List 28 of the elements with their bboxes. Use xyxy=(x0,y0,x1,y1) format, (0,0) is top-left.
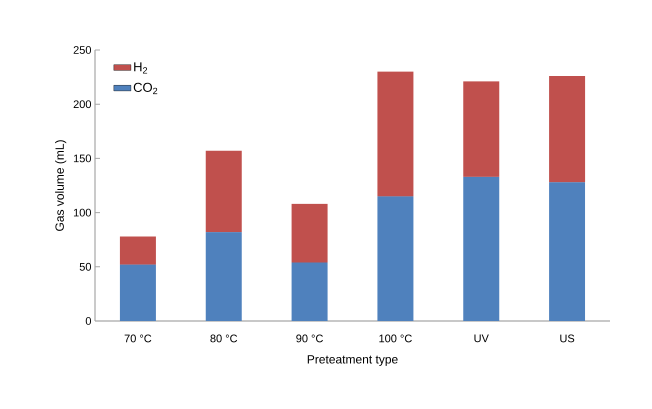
bar xyxy=(206,150,242,232)
x-tick-label: UV xyxy=(474,334,489,342)
x-axis-title: Preteatment type xyxy=(308,355,398,366)
y-tick-label: 200 xyxy=(74,100,92,108)
x-tick-label: 100 °C xyxy=(379,334,412,342)
bar xyxy=(206,232,242,321)
x-tick-label: 90 °C xyxy=(296,334,323,342)
y-tick-label: 0 xyxy=(86,317,92,325)
bar xyxy=(549,76,586,182)
y-tick-label: 50 xyxy=(80,262,92,271)
legend-label: CO$_{2}$ xyxy=(134,82,158,94)
bar xyxy=(463,81,500,177)
bar xyxy=(292,262,328,321)
y-tick-label: 250 xyxy=(74,46,92,54)
y-axis-title: Gas volume (mL) xyxy=(55,140,66,231)
y-tick-label: 100 xyxy=(74,208,92,216)
x-tick-label: 70 °C xyxy=(124,334,152,342)
bar xyxy=(377,196,414,321)
bar xyxy=(120,236,156,265)
x-tick-label: 80 °C xyxy=(210,334,238,342)
bar xyxy=(292,204,328,262)
x-tick-label: US xyxy=(560,334,574,342)
legend-label: H$_{2}$ xyxy=(134,62,148,74)
bar xyxy=(120,264,156,321)
bar xyxy=(463,176,500,321)
bar xyxy=(549,182,586,321)
y-tick-label: 150 xyxy=(74,154,92,162)
bar xyxy=(377,72,414,196)
